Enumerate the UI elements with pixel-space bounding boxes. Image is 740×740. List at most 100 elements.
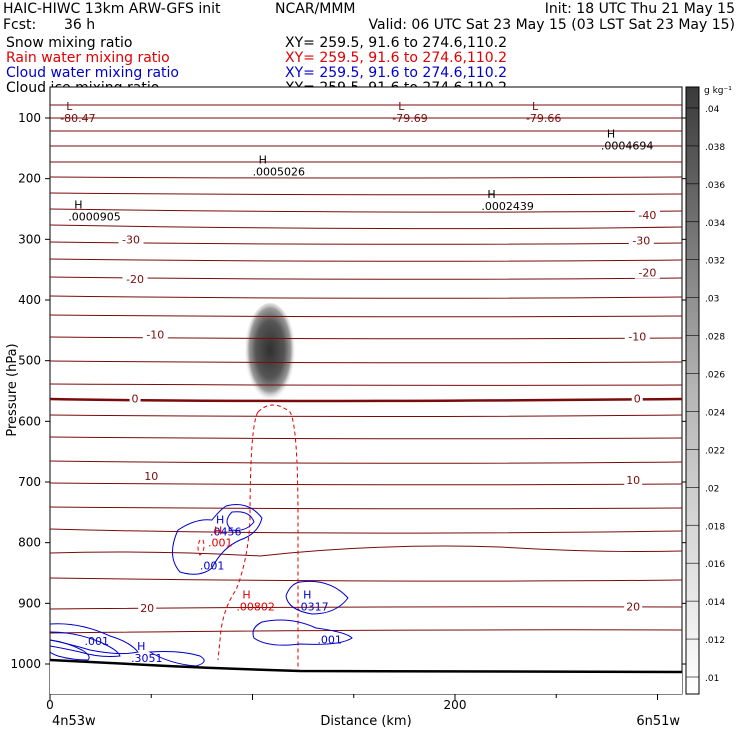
cloud-water-contour <box>50 631 121 657</box>
cloud-water-contour <box>252 619 353 646</box>
extremum-value: .3051 <box>131 652 163 665</box>
field-xy-rain: XY= 259.5, 91.6 to 274.6,110.2 <box>285 50 507 66</box>
isotherm-line <box>50 224 682 230</box>
y-tick-label: 700 <box>18 475 41 489</box>
colorbar-tick-label: .02 <box>705 484 719 494</box>
isotherm-label: 10 <box>626 474 640 487</box>
y-tick-label: 800 <box>18 536 41 550</box>
extremum-marker: L <box>398 100 405 113</box>
isotherm-label-bg <box>634 266 660 279</box>
colorbar-tick-label: .036 <box>705 181 725 191</box>
header-org: NCAR/MMM <box>275 1 356 17</box>
isotherm-line <box>50 336 682 340</box>
isotherm-line <box>50 577 682 582</box>
extremum-marker: H <box>259 153 267 166</box>
isotherm-line <box>50 192 682 196</box>
colorbar-tick-label: .01 <box>705 674 719 684</box>
y-tick-label: 1000 <box>10 657 41 671</box>
extremum-marker: L <box>532 100 539 113</box>
isotherm-label: -20 <box>126 273 144 286</box>
isotherm-label-bg <box>122 272 148 285</box>
isotherm-label: 20 <box>140 602 154 615</box>
extremum-value: .001 <box>208 537 233 550</box>
isotherm-line <box>50 397 682 403</box>
isotherm-label: 0 <box>132 392 139 405</box>
extremum-value: .001 <box>85 635 110 648</box>
rain-contour <box>257 404 299 668</box>
extremum-value: .001 <box>200 560 225 573</box>
left-end-label: 4n53w <box>52 714 96 729</box>
isotherm-label: 20 <box>626 600 640 613</box>
rain-contour <box>217 411 259 661</box>
isotherm-line <box>50 528 682 534</box>
x-tick-label: 200 <box>444 698 467 712</box>
isotherm-line <box>50 506 682 510</box>
cloud-water-contour <box>50 623 139 655</box>
extremum-value: .0456 <box>210 526 242 539</box>
isotherm-line <box>50 314 682 318</box>
header-fcst-value: 36 h <box>64 17 95 33</box>
isotherm-label: 0 <box>634 392 641 405</box>
isotherm-label-bg <box>624 600 643 613</box>
extremum-value: .0004694 <box>601 139 654 152</box>
colorbar-tick-label: .03 <box>705 295 719 305</box>
extremum-marker: H <box>607 127 615 140</box>
isotherm-line <box>50 258 682 262</box>
extremum-value: -79.66 <box>526 112 561 125</box>
header-valid: Valid: 06 UTC Sat 23 May 15 (03 LST Sat … <box>369 17 735 33</box>
extremum-value: .0317 <box>297 600 329 613</box>
extremum-marker: H <box>137 640 145 653</box>
isotherm-line <box>50 383 682 386</box>
y-tick-label: 900 <box>18 596 41 610</box>
cloud-water-contour <box>226 511 255 531</box>
y-tick-label: 400 <box>18 293 41 307</box>
snow-mixing-ratio-shading <box>244 303 296 407</box>
y-tick-label: 600 <box>18 414 41 428</box>
field-title-snow: Snow mixing ratio <box>6 35 132 51</box>
header-model: HAIC-HIWC 13km ARW-GFS init <box>3 1 221 17</box>
isotherm-label-bg <box>142 469 161 482</box>
cloud-water-contour <box>172 504 263 575</box>
y-axis-label: Pressure (hPa) <box>5 343 20 436</box>
extremum-value: -79.69 <box>392 112 427 125</box>
isotherm-label-bg <box>634 209 660 222</box>
colorbar: .04 .038 .036 .034 .032 .03 .028 .026 .024 .022 .0… <box>685 86 732 695</box>
y-tick-label: 100 <box>18 111 41 125</box>
colorbar-tick-label: .04 <box>705 105 720 115</box>
isotherm-label-bg <box>118 233 144 246</box>
field-xy-snow: XY= 259.5, 91.6 to 274.6,110.2 <box>285 35 507 51</box>
isotherm-label-bg <box>628 234 654 247</box>
isotherm-label: -30 <box>122 233 140 246</box>
colorbar-unit: g kg⁻¹ <box>704 86 732 96</box>
isotherm-label-bg <box>631 392 643 405</box>
extremum-marker: H <box>242 588 250 601</box>
colorbar-tick-label: .034 <box>705 219 725 229</box>
terrain-line <box>50 658 682 674</box>
isotherm-label: -10 <box>146 329 164 342</box>
colorbar-tick-label: .018 <box>705 522 725 532</box>
colorbar-tick-label: .012 <box>705 636 725 646</box>
isotherm-label: -20 <box>638 267 656 280</box>
y-tick-label: 300 <box>18 232 41 246</box>
isotherm-line <box>50 545 682 557</box>
extremum-marker: H <box>303 588 311 601</box>
isotherm-label: -30 <box>632 235 650 248</box>
isotherm-line <box>50 414 682 417</box>
y-tick-label: 200 <box>18 172 41 186</box>
isotherm-line <box>50 482 682 486</box>
cloud-water-contour <box>148 651 205 667</box>
extremum-value: .0005026 <box>253 165 306 178</box>
cloud-water-contours <box>50 504 353 667</box>
colorbar-tick-label: .016 <box>705 560 725 570</box>
isotherm-line <box>50 629 682 634</box>
extremum-value: .0002439 <box>481 200 534 213</box>
header: HAIC-HIWC 13km ARW-GFS init NCAR/MMM Ini… <box>3 1 735 33</box>
colorbar-tick-label: .022 <box>705 446 725 456</box>
extremum-marker: H <box>74 198 82 211</box>
extremum-value: .001 <box>317 634 342 647</box>
isotherm-line <box>50 360 682 364</box>
cloud-water-contour <box>50 639 90 661</box>
extremum-value: -80.47 <box>60 112 95 125</box>
